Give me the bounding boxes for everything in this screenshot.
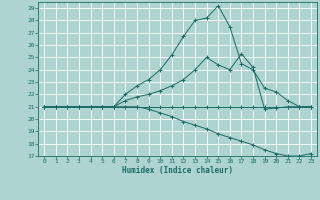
X-axis label: Humidex (Indice chaleur): Humidex (Indice chaleur) bbox=[122, 166, 233, 175]
